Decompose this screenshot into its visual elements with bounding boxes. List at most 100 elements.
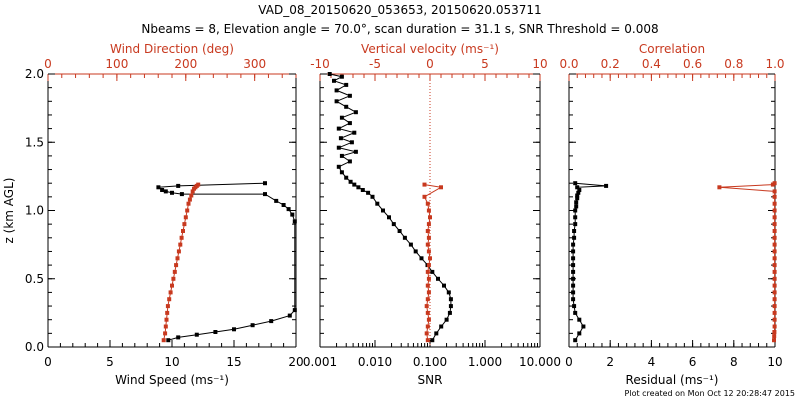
data-point (772, 276, 777, 281)
data-point (772, 256, 777, 261)
data-point (170, 283, 174, 288)
data-point (577, 317, 582, 322)
data-point (344, 175, 349, 180)
data-point (574, 200, 579, 205)
data-point (772, 222, 777, 227)
data-point (577, 188, 582, 192)
data-point (356, 185, 361, 190)
data-point (428, 215, 432, 220)
data-point (439, 324, 444, 329)
data-point (250, 323, 255, 328)
data-point (581, 324, 586, 329)
x-tick-label: 5 (106, 355, 114, 369)
data-point (772, 324, 777, 329)
data-point (426, 249, 431, 254)
series-top (717, 181, 777, 343)
data-point (353, 149, 358, 154)
data-point (575, 193, 580, 198)
data-point (281, 203, 286, 207)
data-point (571, 290, 576, 295)
data-point (339, 170, 344, 175)
data-point (571, 283, 576, 288)
data-point (338, 136, 343, 141)
x-tick-label: 8 (730, 355, 738, 369)
x2-tick-label: 0.0 (559, 57, 578, 71)
x-tick-label: 4 (648, 355, 656, 369)
data-point (269, 319, 274, 324)
data-point (286, 207, 291, 212)
x2-tick-label: 0 (426, 57, 434, 71)
data-point (571, 297, 576, 302)
data-point (160, 188, 165, 192)
data-point (772, 201, 777, 206)
data-point (182, 222, 187, 227)
x-tick-label: 0 (44, 355, 52, 369)
data-point (425, 242, 430, 247)
data-point (772, 338, 776, 343)
data-point (573, 215, 578, 220)
x2-tick-label: 0 (44, 57, 52, 71)
data-point (426, 208, 431, 213)
series-line (329, 73, 452, 341)
data-point (194, 332, 199, 337)
x2-tick-label: -10 (310, 57, 330, 71)
data-point (717, 185, 722, 190)
data-point (168, 290, 173, 295)
data-point (375, 201, 380, 206)
data-point (574, 204, 579, 209)
data-point (332, 78, 336, 83)
data-point (292, 308, 297, 313)
data-point (334, 88, 339, 93)
x2-axis-label: Wind Direction (deg) (110, 42, 234, 56)
data-point (189, 193, 194, 198)
data-point (347, 93, 352, 98)
data-point (232, 327, 236, 332)
figure-title: VAD_08_20150620_053653, 20150620.053711 (258, 3, 541, 17)
data-point (772, 310, 777, 315)
data-point (163, 189, 168, 194)
data-point (425, 229, 430, 233)
data-point (381, 208, 385, 213)
data-point (344, 82, 349, 87)
y-tick-label: 1.0 (25, 204, 44, 218)
data-point (571, 242, 576, 247)
x-axis-label: Residual (ms⁻¹) (626, 373, 719, 387)
x-tick-label: 6 (689, 355, 697, 369)
data-point (179, 235, 184, 240)
data-point (772, 215, 777, 220)
data-point (425, 201, 430, 206)
data-point (176, 249, 181, 254)
data-point (190, 189, 195, 194)
x-tick-label: 0 (565, 355, 573, 369)
x-tick-label: 10 (164, 355, 179, 369)
data-point (408, 242, 413, 247)
data-point (185, 208, 190, 213)
data-point (176, 183, 181, 188)
data-point (426, 290, 431, 295)
data-point (339, 115, 344, 120)
data-point (772, 229, 777, 233)
data-point (161, 338, 166, 343)
data-point (167, 297, 172, 302)
data-point (430, 269, 435, 274)
data-point (772, 263, 777, 268)
data-point (426, 235, 431, 240)
x-tick-label: 10.000 (519, 355, 561, 369)
data-point (430, 338, 435, 343)
data-point (772, 181, 777, 186)
series-bottom (327, 72, 453, 343)
data-point (425, 269, 430, 274)
data-point (772, 304, 777, 309)
x-axis-label: Wind Speed (ms⁻¹) (115, 373, 229, 387)
y-tick-label: 1.5 (25, 135, 44, 149)
data-point (336, 145, 341, 150)
data-point (290, 212, 295, 217)
data-point (156, 185, 161, 190)
data-point (439, 185, 443, 190)
data-point (413, 249, 418, 254)
series-bottom (156, 181, 297, 343)
data-point (263, 192, 267, 197)
data-point (426, 263, 431, 268)
data-point (166, 338, 171, 343)
data-point (772, 242, 777, 247)
